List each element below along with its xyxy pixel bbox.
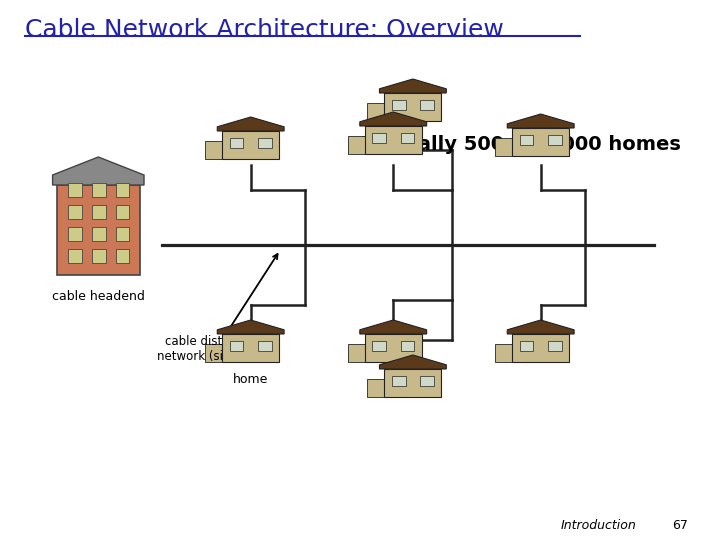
Bar — [115, 205, 130, 219]
Bar — [520, 135, 534, 145]
Bar — [512, 128, 570, 156]
Bar — [68, 183, 82, 197]
Bar — [230, 138, 243, 148]
Text: Introduction: Introduction — [560, 519, 636, 532]
Bar — [384, 93, 441, 121]
Bar — [258, 341, 272, 351]
Bar — [400, 133, 415, 143]
Bar — [92, 249, 106, 263]
Bar — [365, 334, 422, 362]
Bar — [420, 376, 434, 386]
Bar — [57, 185, 140, 275]
Polygon shape — [53, 157, 144, 185]
Bar — [68, 205, 82, 219]
Bar — [365, 126, 422, 154]
Bar — [520, 341, 534, 351]
Polygon shape — [360, 112, 427, 126]
Bar — [115, 227, 130, 241]
Bar — [92, 227, 106, 241]
Bar — [512, 334, 570, 362]
Bar — [222, 131, 279, 159]
Bar — [495, 138, 512, 156]
Polygon shape — [508, 320, 574, 334]
Text: cable headend: cable headend — [52, 290, 145, 303]
Bar — [115, 183, 130, 197]
Text: 67: 67 — [672, 519, 688, 532]
Bar — [258, 138, 272, 148]
Bar — [392, 100, 405, 110]
Bar — [230, 341, 243, 351]
Bar — [372, 341, 386, 351]
Bar — [400, 341, 415, 351]
Bar — [495, 344, 512, 362]
Polygon shape — [360, 320, 427, 334]
Bar — [68, 249, 82, 263]
Bar — [68, 227, 82, 241]
Bar — [92, 205, 106, 219]
Bar — [222, 334, 279, 362]
Text: home: home — [233, 373, 269, 386]
Polygon shape — [379, 355, 446, 369]
Bar — [205, 141, 222, 159]
Bar — [348, 136, 365, 154]
Text: cable distribution
network (simplified): cable distribution network (simplified) — [157, 254, 278, 363]
Bar — [384, 369, 441, 397]
Polygon shape — [217, 117, 284, 131]
Bar — [420, 100, 434, 110]
Bar — [115, 249, 130, 263]
Polygon shape — [508, 114, 574, 128]
Bar — [367, 103, 384, 121]
Text: Typically 500 to 5,000 homes: Typically 500 to 5,000 homes — [361, 136, 680, 154]
Bar — [392, 376, 405, 386]
Bar — [348, 344, 365, 362]
Polygon shape — [379, 79, 446, 93]
Polygon shape — [217, 320, 284, 334]
Text: Cable Network Architecture: Overview: Cable Network Architecture: Overview — [24, 18, 503, 42]
Bar — [548, 135, 562, 145]
Bar — [548, 341, 562, 351]
Bar — [372, 133, 386, 143]
Bar — [367, 379, 384, 397]
Bar — [92, 183, 106, 197]
Bar — [205, 344, 222, 362]
